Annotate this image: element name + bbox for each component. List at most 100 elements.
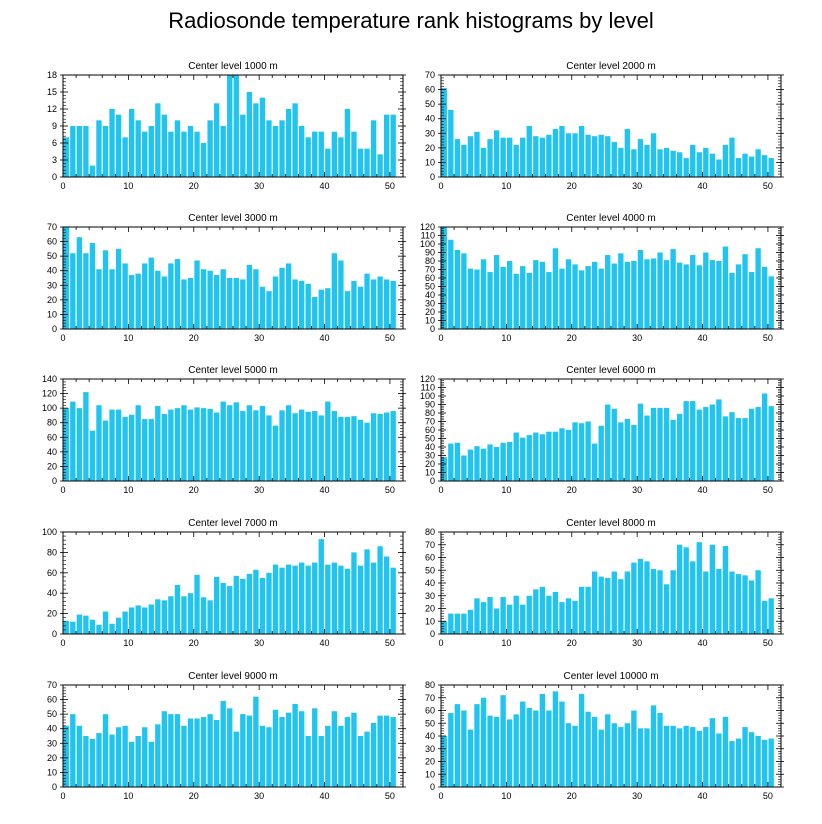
bar: [742, 418, 748, 481]
bar: [253, 269, 259, 329]
bar: [259, 577, 266, 634]
bar: [135, 405, 141, 481]
bar: [325, 401, 331, 481]
bar: [128, 414, 135, 481]
bar: [598, 134, 604, 177]
bar: [207, 408, 213, 481]
bar: [194, 260, 200, 329]
bar: [312, 411, 318, 481]
bar: [298, 126, 305, 177]
x-tick-label: 0: [438, 485, 443, 495]
bar: [441, 621, 447, 634]
x-tick-label: 20: [567, 485, 577, 495]
histogram-panel-10: Center level 10000 m 0 10 20 30 40 50 0 10 20 30 40…: [425, 671, 784, 801]
bar: [161, 711, 168, 787]
bar: [768, 276, 774, 329]
bar: [598, 576, 604, 634]
x-tick-label: 10: [501, 181, 511, 191]
bar: [631, 149, 637, 177]
bar: [572, 600, 578, 634]
bar: [513, 432, 519, 481]
y-tick-label: 0: [52, 324, 57, 334]
panel-title: Center level 3000 m: [188, 213, 278, 224]
bar: [768, 738, 774, 787]
bar: [526, 595, 532, 634]
bar: [83, 126, 89, 177]
bar: [240, 114, 246, 177]
x-tick-label: 40: [698, 333, 708, 343]
bar: [266, 727, 272, 787]
y-tick-label: 100: [420, 239, 435, 249]
bar: [539, 261, 546, 329]
bar: [683, 547, 689, 634]
bar: [200, 143, 207, 177]
bar: [526, 126, 532, 177]
bar: [83, 253, 89, 329]
bar: [161, 413, 168, 481]
bar: [467, 449, 474, 481]
bar: [703, 252, 709, 329]
bar: [703, 571, 709, 634]
bar: [272, 425, 279, 481]
bar: [696, 409, 702, 481]
bar: [657, 407, 663, 481]
bar: [259, 286, 266, 329]
bar: [598, 729, 604, 787]
bar: [474, 269, 480, 329]
bar: [128, 607, 135, 634]
bar: [650, 133, 657, 177]
bar: [500, 695, 506, 787]
y-tick-label: 60: [47, 695, 57, 705]
bar: [318, 736, 324, 787]
panel-title: Center level 1000 m: [188, 61, 278, 72]
y-tick-label: 30: [425, 744, 435, 754]
histogram-panel-2: Center level 2000 m 0 10 20 30 40 50 0 10 20 30 40 5…: [425, 61, 784, 191]
y-tick-label: 0: [52, 172, 57, 182]
bar: [552, 691, 559, 787]
bar: [611, 142, 617, 177]
bar: [364, 273, 370, 329]
x-tick-label: 20: [567, 181, 577, 191]
bar: [344, 416, 351, 481]
y-tick-label: 20: [47, 753, 57, 763]
bar: [259, 97, 266, 177]
bar: [716, 733, 722, 787]
y-tick-label: 30: [47, 280, 57, 290]
y-tick-label: 60: [47, 568, 57, 578]
bar: [233, 575, 239, 634]
histogram-panel-7: Center level 7000 m 0 10 20 30 40 50 0 20 40 60 80 1…: [42, 518, 406, 648]
bar: [520, 604, 526, 634]
bar: [761, 739, 768, 787]
bar: [513, 273, 519, 329]
bar: [624, 571, 631, 634]
bar: [292, 703, 298, 787]
bar: [474, 704, 480, 787]
bar: [722, 246, 729, 329]
y-tick-label: 10: [425, 769, 435, 779]
bar: [605, 255, 611, 329]
y-tick-label: 80: [425, 527, 435, 537]
x-tick-label: 0: [60, 485, 65, 495]
x-tick-label: 0: [438, 638, 443, 648]
bar: [253, 103, 259, 177]
y-tick-label: 20: [425, 459, 435, 469]
bar: [716, 399, 722, 481]
bar: [266, 120, 272, 177]
bar: [63, 137, 69, 177]
bar: [233, 731, 239, 787]
x-tick-label: 50: [763, 333, 773, 343]
bar: [670, 249, 676, 329]
bar: [298, 409, 305, 481]
bar: [676, 728, 683, 787]
bar: [578, 126, 585, 177]
y-tick-label: 50: [425, 282, 435, 292]
bar: [148, 126, 154, 177]
figure-title: Radiosonde temperature rank histograms b…: [168, 8, 654, 33]
bar: [168, 409, 174, 481]
y-tick-label: 10: [425, 468, 435, 478]
y-tick-label: 6: [52, 138, 57, 148]
bar: [200, 717, 207, 787]
bar: [624, 261, 631, 329]
bar: [318, 289, 324, 329]
bar: [194, 718, 200, 787]
